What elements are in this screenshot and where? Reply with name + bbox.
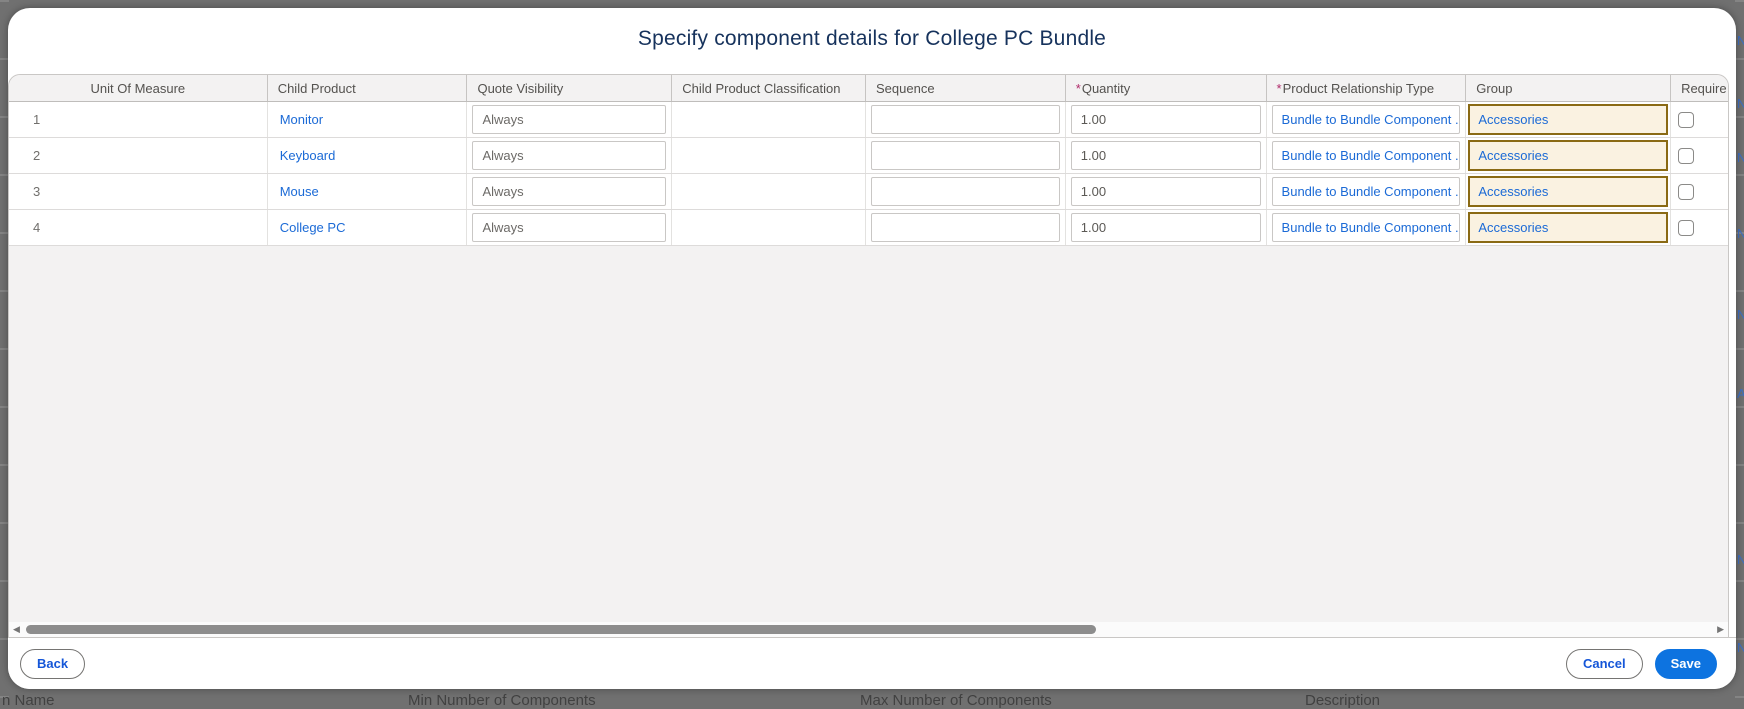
child-product-link[interactable]: Monitor bbox=[279, 112, 324, 127]
relationship-type-field[interactable]: Bundle to Bundle Component ... bbox=[1271, 177, 1461, 206]
table-row: 1 Monitor Always 1.00 Bundle to Bundle C… bbox=[9, 102, 1728, 138]
save-button[interactable]: Save bbox=[1654, 648, 1717, 679]
col-header-child-product: Child Product bbox=[268, 75, 468, 101]
sequence-field[interactable] bbox=[871, 105, 1060, 134]
quantity-field[interactable]: 1.00 bbox=[1070, 105, 1261, 134]
scrollbar-thumb[interactable] bbox=[26, 625, 1096, 634]
required-asterisk: * bbox=[1276, 80, 1282, 96]
child-product-link[interactable]: Keyboard bbox=[279, 148, 336, 163]
relationship-type-field[interactable]: Bundle to Bundle Component ... bbox=[1271, 213, 1461, 242]
table-row: 4 College PC Always 1.00 Bundle to Bundl… bbox=[9, 210, 1728, 246]
sequence-field[interactable] bbox=[871, 177, 1060, 206]
scroll-right-arrow-icon[interactable]: ▶ bbox=[1717, 624, 1724, 634]
row-number: 4 bbox=[33, 220, 41, 235]
col-header-product-relationship-type: * Product Relationship Type bbox=[1267, 75, 1467, 101]
background-label: n Name bbox=[2, 692, 55, 709]
row-number: 3 bbox=[33, 184, 41, 199]
relationship-type-field[interactable]: Bundle to Bundle Component ... bbox=[1271, 141, 1461, 170]
relationship-type-field[interactable]: Bundle to Bundle Component ... bbox=[1271, 105, 1461, 134]
scroll-left-arrow-icon[interactable]: ◀ bbox=[13, 624, 20, 634]
row-number: 1 bbox=[33, 112, 41, 127]
table-row: 3 Mouse Always 1.00 Bundle to Bundle Com… bbox=[9, 174, 1728, 210]
backdrop-left-strip bbox=[0, 0, 9, 704]
background-label: Min Number of Components bbox=[408, 692, 596, 709]
background-label: Max Number of Components bbox=[860, 692, 1052, 709]
quote-visibility-field[interactable]: Always bbox=[472, 177, 667, 206]
required-asterisk: * bbox=[1075, 80, 1081, 96]
row-number: 2 bbox=[33, 148, 41, 163]
horizontal-scrollbar[interactable]: ◀ ▶ bbox=[9, 622, 1728, 637]
backdrop-right-strip bbox=[1735, 0, 1744, 704]
quote-visibility-field[interactable]: Always bbox=[472, 213, 667, 242]
background-label: Description bbox=[1305, 692, 1381, 709]
child-product-link[interactable]: College PC bbox=[279, 220, 346, 235]
quantity-field[interactable]: 1.00 bbox=[1070, 141, 1261, 170]
col-header-quote-visibility: Quote Visibility bbox=[467, 75, 673, 101]
group-field[interactable]: Accessories bbox=[1468, 104, 1669, 135]
require-checkbox[interactable] bbox=[1678, 183, 1695, 200]
sequence-field[interactable] bbox=[871, 213, 1060, 242]
back-button[interactable]: Back bbox=[20, 648, 86, 679]
quantity-field[interactable]: 1.00 bbox=[1070, 177, 1261, 206]
modal-footer: Back Cancel Save bbox=[8, 637, 1736, 689]
col-header-quantity: * Quantity bbox=[1066, 75, 1267, 101]
col-header-child-product-classification: Child Product Classification bbox=[672, 75, 866, 101]
require-checkbox[interactable] bbox=[1678, 147, 1695, 164]
modal-header: Specify component details for College PC… bbox=[8, 8, 1736, 70]
require-checkbox[interactable] bbox=[1678, 219, 1695, 236]
col-header-require: Require th bbox=[1681, 80, 1728, 96]
quantity-field[interactable]: 1.00 bbox=[1070, 213, 1261, 242]
group-field[interactable]: Accessories bbox=[1468, 176, 1669, 207]
cancel-button[interactable]: Cancel bbox=[1565, 648, 1643, 679]
table-row: 2 Keyboard Always 1.00 Bundle to Bundle … bbox=[9, 138, 1728, 174]
col-header-sequence: Sequence bbox=[866, 75, 1066, 101]
child-product-link[interactable]: Mouse bbox=[279, 184, 319, 199]
col-header-group: Group bbox=[1466, 75, 1672, 101]
component-details-modal: Specify component details for College PC… bbox=[8, 8, 1736, 689]
quote-visibility-field[interactable]: Always bbox=[472, 141, 667, 170]
sequence-field[interactable] bbox=[871, 141, 1060, 170]
modal-title: Specify component details for College PC… bbox=[637, 27, 1107, 50]
quote-visibility-field[interactable]: Always bbox=[472, 105, 667, 134]
group-field[interactable]: Accessories bbox=[1468, 212, 1669, 243]
grid-header-row: Unit Of Measure Child Product Quote Visi… bbox=[9, 75, 1728, 102]
group-field[interactable]: Accessories bbox=[1468, 140, 1669, 171]
col-header-unit-of-measure: Unit Of Measure bbox=[9, 75, 268, 101]
component-grid: Unit Of Measure Child Product Quote Visi… bbox=[8, 74, 1729, 637]
require-checkbox[interactable] bbox=[1678, 111, 1695, 128]
